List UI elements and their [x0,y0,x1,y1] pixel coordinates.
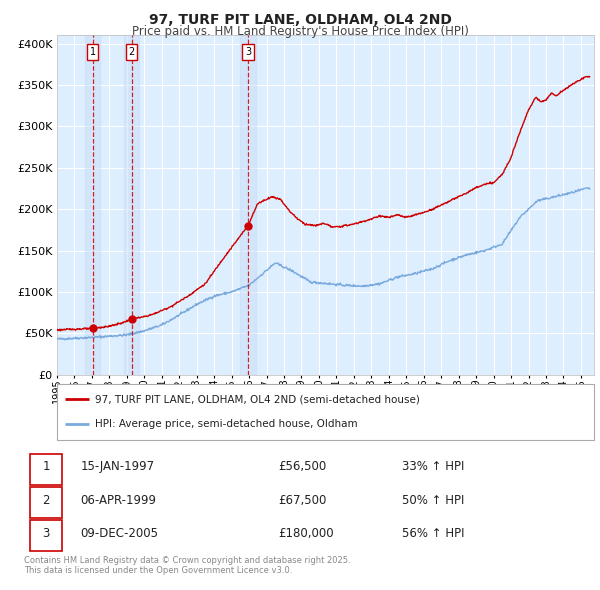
Bar [85,35,100,375]
Text: £56,500: £56,500 [278,460,326,474]
Text: 2: 2 [128,47,134,57]
FancyBboxPatch shape [57,384,594,440]
Text: 06-APR-1999: 06-APR-1999 [80,493,157,507]
Text: 2: 2 [42,493,50,507]
Bar [124,35,139,375]
Text: Contains HM Land Registry data © Crown copyright and database right 2025.
This d: Contains HM Land Registry data © Crown c… [24,556,350,575]
FancyBboxPatch shape [29,487,62,517]
Text: £180,000: £180,000 [278,526,334,540]
Bar [240,35,256,375]
Text: Price paid vs. HM Land Registry's House Price Index (HPI): Price paid vs. HM Land Registry's House … [131,25,469,38]
Text: 3: 3 [245,47,251,57]
Text: 15-JAN-1997: 15-JAN-1997 [80,460,155,474]
Text: 97, TURF PIT LANE, OLDHAM, OL4 2ND (semi-detached house): 97, TURF PIT LANE, OLDHAM, OL4 2ND (semi… [95,394,419,404]
FancyBboxPatch shape [29,454,62,484]
Text: 1: 1 [89,47,95,57]
Text: 1: 1 [42,460,50,474]
Text: £67,500: £67,500 [278,493,326,507]
Text: 97, TURF PIT LANE, OLDHAM, OL4 2ND: 97, TURF PIT LANE, OLDHAM, OL4 2ND [149,13,451,27]
FancyBboxPatch shape [29,520,62,550]
Text: 33% ↑ HPI: 33% ↑ HPI [402,460,464,474]
Text: HPI: Average price, semi-detached house, Oldham: HPI: Average price, semi-detached house,… [95,419,357,429]
Text: 50% ↑ HPI: 50% ↑ HPI [402,493,464,507]
Text: 3: 3 [43,526,50,540]
Text: 09-DEC-2005: 09-DEC-2005 [80,526,158,540]
Text: 56% ↑ HPI: 56% ↑ HPI [402,526,464,540]
